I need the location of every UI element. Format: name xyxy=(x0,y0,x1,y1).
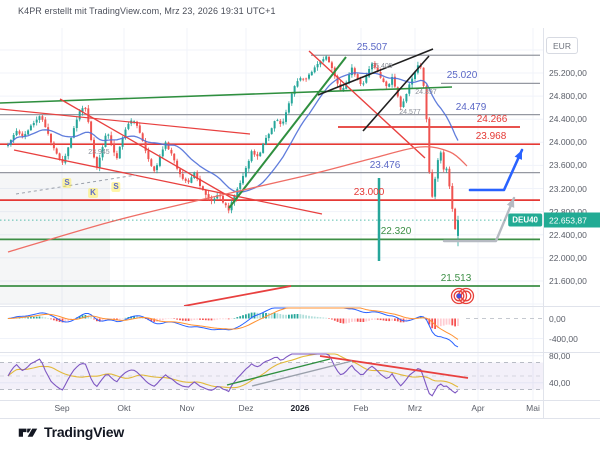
price-tick-label: 22.400,00 xyxy=(549,229,587,240)
level-label-24.479[interactable]: 24.479 xyxy=(455,101,487,113)
price-tick-label: 24.400,00 xyxy=(549,114,587,125)
red-downtrend-c xyxy=(13,149,323,215)
chart-credit-text: K4PR erstellt mit TradingView.com, Mrz 2… xyxy=(18,6,276,16)
time-tick-label: 2026 xyxy=(290,403,310,413)
macd-signal-line xyxy=(7,307,459,340)
price-tick-label: 24.000,00 xyxy=(549,137,587,148)
last-price-label: 22.653,87 xyxy=(544,212,600,228)
red-top-breakdown xyxy=(308,50,426,159)
price-tick-label: 21.600,00 xyxy=(549,276,587,286)
blue-projection-arrow xyxy=(468,148,524,192)
time-tick-label: Sep xyxy=(54,403,70,413)
pattern-letter-s[interactable]: S xyxy=(62,178,72,188)
price-tick-label: 22.800,00 xyxy=(549,207,587,217)
black-wedge-upper xyxy=(317,48,434,96)
tradingview-logo-icon xyxy=(18,428,38,437)
target-icon-center xyxy=(456,293,462,299)
time-tick-label: Mai xyxy=(526,403,540,413)
green-uptrend-steep xyxy=(228,56,347,209)
price-tick-label: 23.200,00 xyxy=(549,183,587,194)
level-label-23.000[interactable]: 23.000 xyxy=(353,187,385,199)
time-tick-label: Nov xyxy=(179,403,195,413)
time-tick-label: Okt xyxy=(117,403,131,413)
gray-projection-arrow xyxy=(442,196,516,243)
blue-projection-arrow-head xyxy=(514,150,522,160)
pivot-price-label: 24.577 xyxy=(399,109,421,116)
pivot-price-label: 25.405 xyxy=(371,63,393,70)
rsi-trend-line-1 xyxy=(226,358,331,386)
red-curve-line xyxy=(7,146,468,253)
price-tick-label: 25.200,00 xyxy=(549,68,587,78)
time-tick-label: Feb xyxy=(353,403,369,413)
time-tick-label: Apr xyxy=(471,403,485,413)
level-label-23.476[interactable]: 23.476 xyxy=(369,159,401,171)
rsi-trend-line-2 xyxy=(251,360,353,387)
pivot-price-label: 23.945 xyxy=(88,149,110,156)
symbol-badge: DEU40 xyxy=(508,213,542,227)
gray-projection-arrow-head xyxy=(506,198,515,208)
moving-average-line xyxy=(7,72,459,193)
level-label-25.507[interactable]: 25.507 xyxy=(356,42,388,54)
pivot-price-label: 24.897 xyxy=(415,89,437,96)
macd-histogram xyxy=(7,312,459,329)
level-label-21.513[interactable]: 21.513 xyxy=(440,273,472,285)
tradingview-logo[interactable]: TradingView xyxy=(18,424,124,440)
pattern-letter-s[interactable]: S xyxy=(111,182,121,192)
pattern-letter-k[interactable]: K xyxy=(88,188,98,198)
sks-neckline xyxy=(15,174,137,195)
indicator-tick-label: 40,00 xyxy=(549,377,571,388)
indicator-tick-label: 0,00 xyxy=(549,313,566,324)
price-tick-label: 23.600,00 xyxy=(549,160,587,171)
indicator-tick-label: -400,00 xyxy=(549,333,578,344)
target-icon xyxy=(450,287,468,305)
black-wedge-lower xyxy=(362,55,430,132)
indicator-tick-label: 80,00 xyxy=(549,350,571,361)
price-axis-unit-chip[interactable]: EUR xyxy=(546,37,578,54)
green-resistance xyxy=(0,86,453,104)
level-label-24.266[interactable]: 24.266 xyxy=(476,113,508,125)
price-tick-label: 22.000,00 xyxy=(549,252,587,263)
target-icon xyxy=(453,290,465,302)
level-label-23.968[interactable]: 23.968 xyxy=(475,131,507,143)
tradingview-logo-text: TradingView xyxy=(44,424,125,440)
rsi-trend-line-0 xyxy=(319,355,469,379)
red-downtrend-b xyxy=(59,98,238,202)
red-bottom-segment xyxy=(183,285,292,307)
time-tick-label: Mrz xyxy=(407,403,423,413)
time-tick-label: Dez xyxy=(238,403,254,413)
price-tick-label: 24.800,00 xyxy=(549,91,587,102)
level-label-25.020[interactable]: 25.020 xyxy=(446,70,478,82)
level-label-22.320[interactable]: 22.320 xyxy=(380,226,412,238)
rsi-ma-line xyxy=(7,353,459,389)
red-downtrend-a xyxy=(0,108,251,135)
